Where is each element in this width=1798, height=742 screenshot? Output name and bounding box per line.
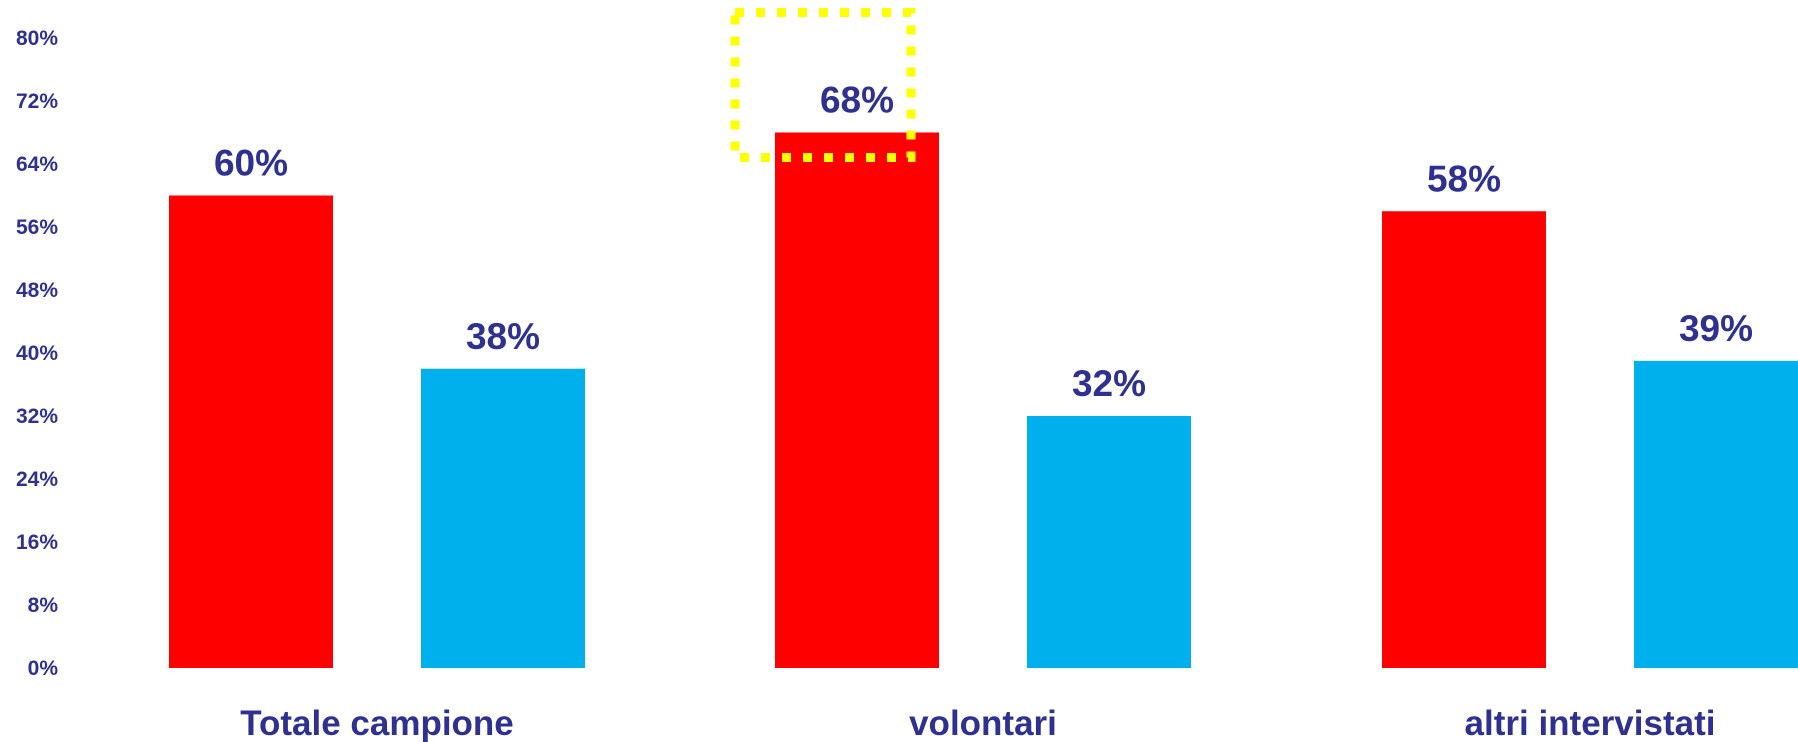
bar bbox=[1382, 211, 1546, 668]
y-tick-label: 0% bbox=[28, 657, 59, 680]
y-tick-label: 56% bbox=[16, 216, 58, 239]
data-label: 39% bbox=[1679, 308, 1753, 349]
data-label: 58% bbox=[1427, 158, 1501, 199]
bar bbox=[1027, 416, 1191, 668]
bar bbox=[775, 132, 939, 668]
y-tick-label: 32% bbox=[16, 405, 58, 428]
bars bbox=[169, 132, 1798, 668]
bar bbox=[421, 368, 585, 668]
category-labels: Totale campione volontari altri intervista… bbox=[240, 704, 1715, 742]
y-axis: 0% 8% 16% 24% 32% 40% 48% 56% 64% 72% 80% bbox=[16, 27, 58, 680]
y-tick-label: 40% bbox=[16, 342, 58, 365]
data-label: 32% bbox=[1072, 363, 1146, 404]
highlight-dotted-box bbox=[730, 8, 916, 162]
y-tick-label: 8% bbox=[28, 594, 59, 617]
data-label: 68% bbox=[820, 80, 894, 121]
category-label: Totale campione bbox=[240, 704, 514, 742]
bar bbox=[169, 195, 333, 668]
category-label: altri intervistati bbox=[1465, 704, 1716, 742]
y-tick-label: 72% bbox=[16, 90, 58, 113]
data-label: 38% bbox=[466, 316, 540, 357]
bar bbox=[1634, 360, 1798, 668]
value-labels: 60% 38% 68% 32% 58% 39% bbox=[214, 80, 1753, 405]
category-label: volontari bbox=[909, 704, 1057, 742]
y-tick-label: 16% bbox=[16, 531, 58, 554]
highlight-box bbox=[730, 8, 916, 162]
y-tick-label: 48% bbox=[16, 279, 58, 302]
y-tick-label: 64% bbox=[16, 153, 58, 176]
data-label: 60% bbox=[214, 143, 288, 184]
y-tick-label: 24% bbox=[16, 468, 58, 491]
y-tick-label: 80% bbox=[16, 27, 58, 50]
